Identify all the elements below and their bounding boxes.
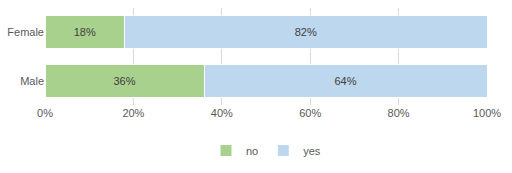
svg-text:64%: 64%: [334, 75, 356, 87]
svg-text:40%: 40%: [211, 107, 233, 119]
svg-text:0%: 0%: [37, 107, 53, 119]
svg-text:80%: 80%: [388, 107, 410, 119]
svg-text:60%: 60%: [299, 107, 321, 119]
svg-text:100%: 100%: [473, 107, 501, 119]
svg-text:no: no: [246, 145, 258, 157]
svg-text:Female: Female: [7, 26, 44, 38]
svg-text:82%: 82%: [295, 26, 317, 38]
svg-text:yes: yes: [303, 145, 321, 157]
svg-text:36%: 36%: [113, 75, 135, 87]
svg-text:20%: 20%: [122, 107, 144, 119]
svg-text:18%: 18%: [74, 26, 96, 38]
svg-text:Male: Male: [20, 75, 44, 87]
